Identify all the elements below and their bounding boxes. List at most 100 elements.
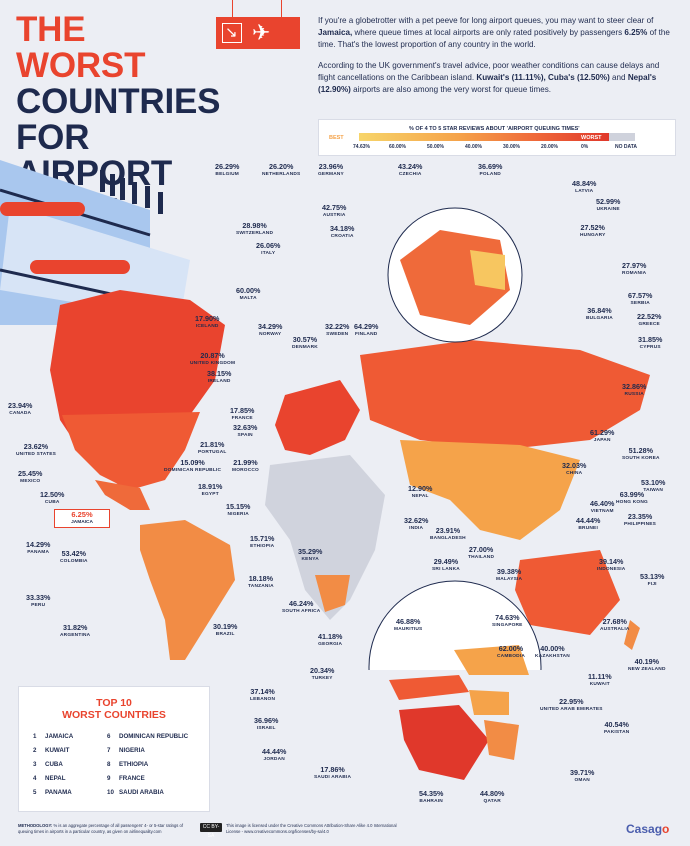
country-label: 20.34% TURKEY: [310, 667, 334, 683]
country-pct: 39.38%: [496, 567, 522, 576]
country-name: SINGAPORE: [492, 623, 523, 628]
country-name: COLOMBIA: [60, 559, 88, 564]
rank: 3: [33, 761, 37, 768]
rank: 9: [107, 775, 111, 782]
brand-logo[interactable]: Casago: [626, 822, 669, 836]
country-label: 52.99% UKRAINE: [596, 198, 620, 214]
country-name: TAIWAN: [643, 488, 664, 493]
intro-p1-d: 6.25%: [624, 28, 648, 37]
country-pct: 14.29%: [26, 540, 51, 549]
country-pct: 53.10%: [641, 478, 666, 487]
legend-tick: 60.00%: [389, 144, 406, 150]
legend-tick: 50.00%: [427, 144, 444, 150]
brand-a: Casag: [626, 822, 663, 836]
country-name: PORTUGAL: [198, 450, 227, 455]
country-name: VIETNAM: [590, 509, 614, 514]
country-name: CYPRUS: [639, 345, 661, 350]
country-pct: 31.82%: [62, 623, 88, 632]
country-name: TANZANIA: [248, 584, 274, 589]
legend-worst: WORST: [581, 135, 602, 141]
top10-box: TOP 10 WORST COUNTRIES 1 JAMAICA 2 KUWAIT 3…: [18, 686, 210, 812]
country-label: 46.24% SOUTH AFRICA: [282, 600, 320, 616]
intro-p2-c: and: [609, 73, 628, 82]
country-name: MALAYSIA: [496, 577, 523, 582]
country-name: GEORGIA: [318, 642, 343, 647]
country-name: FINLAND: [354, 332, 378, 337]
country-name: CROATIA: [330, 234, 354, 239]
country-pct: 46.24%: [289, 599, 314, 608]
country-pct: 34.29%: [258, 322, 283, 331]
legend-tick: 40.00%: [465, 144, 482, 150]
legend-nodata-swatch: [609, 133, 635, 141]
country-label: 53.42% COLOMBIA: [60, 550, 88, 566]
country-label: 25.45% MEXICO: [18, 470, 42, 486]
country-label: 22.95% UNITED ARAB EMIRATES: [540, 698, 603, 714]
country-pct: 33.33%: [26, 593, 51, 602]
country-pct: 27.00%: [468, 545, 494, 554]
country-pct: 38.15%: [207, 369, 232, 378]
country-pct: 67.57%: [628, 291, 653, 300]
country-pct: 48.84%: [572, 179, 597, 188]
legend-tick: 20.00%: [541, 144, 558, 150]
country-label: 27.97% ROMANIA: [622, 262, 646, 278]
country-pct: 39.71%: [570, 768, 595, 777]
country-name: UNITED ARAB EMIRATES: [540, 707, 603, 712]
country-label: 35.29% KENYA: [298, 548, 322, 564]
country-name: MOROCCO: [232, 468, 259, 473]
legend-gradient: [359, 133, 609, 141]
country-pct: 18.91%: [198, 482, 223, 491]
country-label: 41.18% GEORGIA: [318, 633, 342, 649]
country-pct: 35.29%: [298, 547, 323, 556]
country-pct: 23.62%: [23, 442, 49, 451]
country-name: NETHERLANDS: [262, 172, 301, 177]
country-label: 23.62% UNITED STATES: [16, 443, 56, 459]
jamaica-callout: 6.25% JAMAICA: [54, 509, 110, 528]
country-label: 17.90% ICELAND: [195, 315, 219, 331]
country-label: 48.84% LATVIA: [572, 180, 596, 196]
intro-p1-b: Jamaica,: [318, 28, 353, 37]
country-pct: 26.06%: [256, 241, 281, 250]
country-name: QATAR: [483, 799, 501, 804]
country-label: 62.00% CAMBODIA: [497, 645, 525, 661]
country-name: RUSSIA: [624, 392, 644, 397]
intro-paragraph-2: According to the UK government's travel …: [318, 60, 678, 96]
country: FRANCE: [119, 775, 145, 782]
country-label: 22.52% GREECE: [637, 313, 661, 329]
legend-nodata: NO DATA: [615, 144, 638, 150]
country-pct: 29.49%: [433, 557, 459, 566]
country-label: 26.20% NETHERLANDS: [262, 163, 300, 179]
country-name: PERU: [31, 603, 46, 608]
country-pct: 27.52%: [580, 223, 605, 232]
country-name: SWEDEN: [326, 332, 349, 337]
country-name: NIGERIA: [227, 512, 249, 517]
legend-title: % OF 4 TO 5 STAR REVIEWS ABOUT 'AIRPORT …: [409, 126, 580, 132]
country-pct: 27.68%: [602, 617, 627, 626]
departures-sign-pole: [232, 0, 282, 17]
intro-p2-e: airports are also among the very worst f…: [350, 85, 552, 94]
country-name: BAHRAIN: [419, 799, 443, 804]
country-pct: 32.22%: [325, 322, 350, 331]
country-pct: 15.71%: [250, 534, 275, 543]
country-pct: 44.44%: [262, 747, 287, 756]
country-label: 53.10% TAIWAN: [641, 479, 665, 495]
country-name: BULGARIA: [586, 316, 613, 321]
country-pct: 52.99%: [596, 197, 621, 206]
country-name: UNITED KINGDOM: [190, 361, 236, 366]
map-legend: % OF 4 TO 5 STAR REVIEWS ABOUT 'AIRPORT …: [318, 119, 676, 156]
asia-shape: [400, 440, 580, 540]
country-label: 32.22% SWEDEN: [325, 323, 349, 339]
country-name: KENYA: [301, 557, 319, 562]
country-label: 23.96% GERMANY: [318, 163, 344, 179]
country-name: SERBIA: [630, 301, 650, 306]
country-label: 27.00% THAILAND: [468, 546, 494, 562]
country-label: 60.00% MALTA: [236, 287, 260, 303]
country: KUWAIT: [45, 747, 70, 754]
rank: 8: [107, 761, 111, 768]
country: SAUDI ARABIA: [119, 789, 164, 796]
country-pct: 36.69%: [478, 162, 503, 171]
country-label: 34.29% NORWAY: [258, 323, 282, 339]
country-label: 64.29% FINLAND: [354, 323, 378, 339]
country-name: AUSTRALIA: [600, 627, 630, 632]
country-name: SRI LANKA: [432, 567, 460, 572]
country-label: 11.11% KUWAIT: [588, 673, 612, 689]
